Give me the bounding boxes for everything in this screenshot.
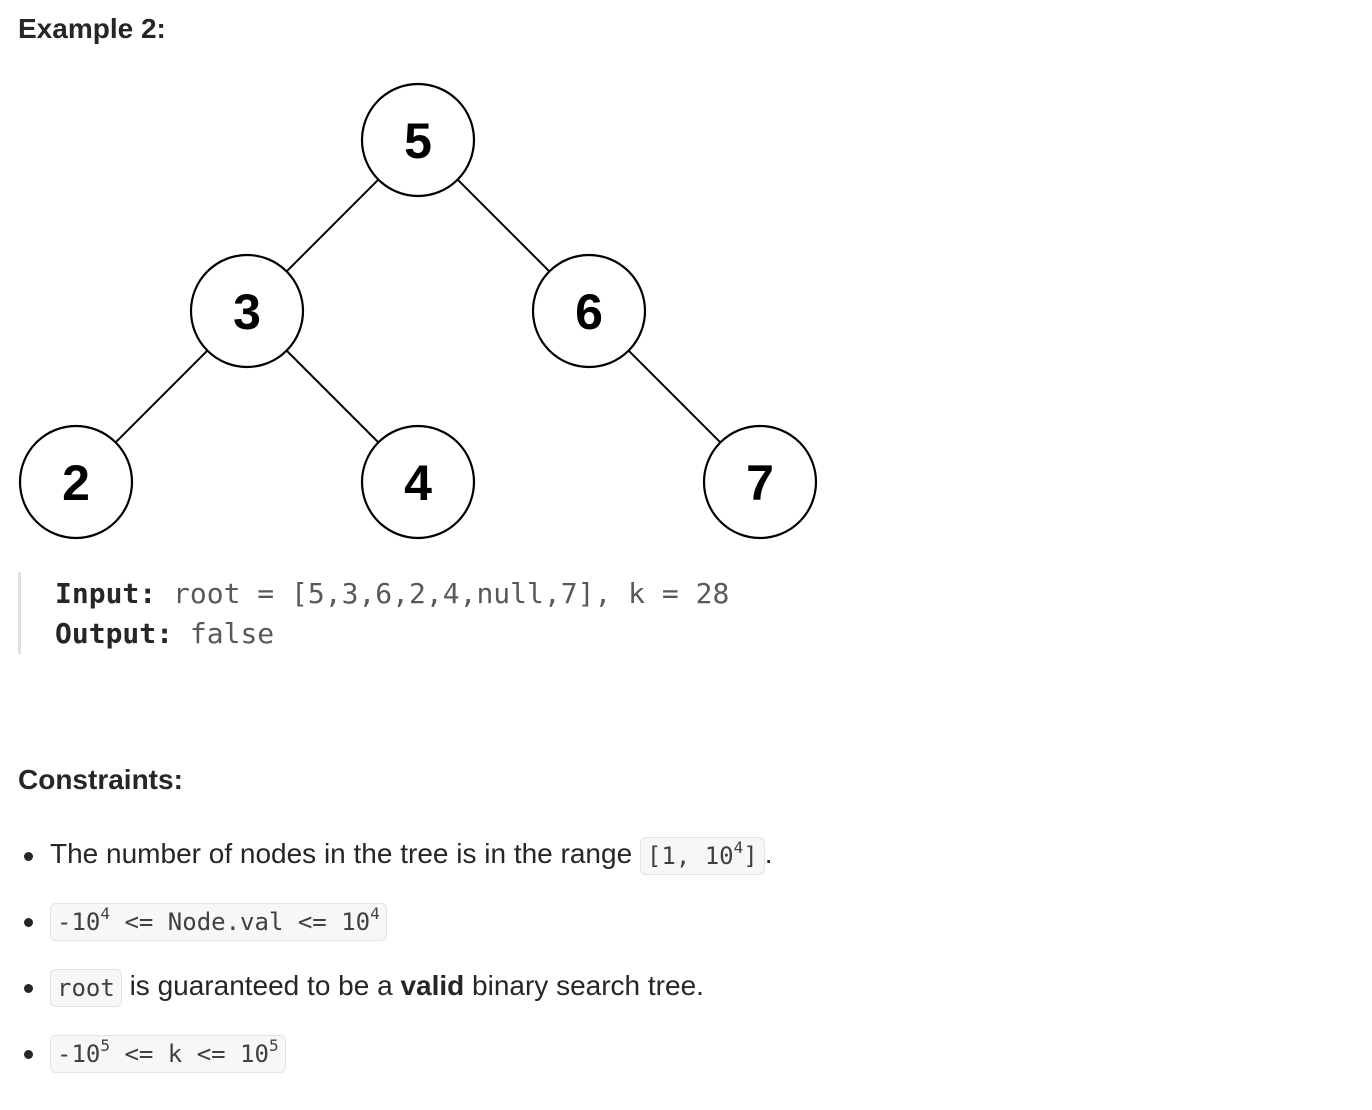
tree-node-circle (360, 82, 476, 198)
input-line: Input: root = [5,3,6,2,4,null,7], k = 28 (55, 574, 918, 614)
tree-node-circle (189, 253, 305, 369)
tree-edge-n5-n6 (456, 178, 551, 273)
tree-node-7: 7 (702, 424, 818, 540)
constraint-suffix: . (764, 838, 773, 869)
tree-node-label: 7 (746, 455, 774, 511)
bullet-icon (24, 918, 33, 927)
tree-node-3: 3 (189, 253, 305, 369)
output-value: false (189, 617, 275, 650)
example-heading: Example 2: (18, 13, 166, 44)
output-label: Output: (55, 617, 174, 650)
constraint-text: is guaranteed to be a (121, 970, 401, 1001)
constraint-node-val: -104 <= Node.val <= 104 (0, 896, 773, 962)
output-line: Output: false (55, 614, 918, 654)
tree-node-label: 2 (62, 455, 90, 511)
tree-edge-n3-n4 (285, 349, 380, 444)
tree-edge-n3-n2 (114, 349, 209, 444)
tree-node-2: 2 (18, 424, 134, 540)
tree-node-label: 3 (233, 284, 261, 340)
tree-node-circle (18, 424, 134, 540)
constraints-list: The number of nodes in the tree is in th… (0, 830, 773, 1094)
bullet-icon (24, 1050, 33, 1059)
tree-edge-n6-n7 (627, 349, 722, 444)
input-value: root = [5,3,6,2,4,null,7], k = 28 (173, 577, 730, 610)
valid-bold: valid (400, 970, 465, 1001)
constraint-k-range: -105 <= k <= 105 (0, 1028, 773, 1094)
range-code: [1, 104] (639, 836, 765, 875)
tree-node-4: 4 (360, 424, 476, 540)
tree-node-circle (702, 424, 818, 540)
tree-node-label: 5 (404, 113, 432, 169)
example-io-block: Input: root = [5,3,6,2,4,null,7], k = 28… (18, 572, 918, 654)
binary-tree-diagram: 5 3 6 2 4 7 (18, 82, 818, 540)
tree-node-6: 6 (531, 253, 647, 369)
tree-node-circle (360, 424, 476, 540)
k-range-code: -105 <= k <= 105 (50, 1034, 286, 1073)
tree-node-5: 5 (360, 82, 476, 198)
bullet-icon (24, 852, 33, 861)
tree-node-label: 4 (404, 455, 432, 511)
constraint-node-count: The number of nodes in the tree is in th… (0, 830, 773, 896)
bullet-icon (24, 984, 33, 993)
root-code: root (50, 968, 122, 1007)
constraint-valid-bst: root is guaranteed to be a valid binary … (0, 962, 773, 1028)
tree-node-label: 6 (575, 284, 603, 340)
tree-edge-n5-n3 (285, 178, 380, 273)
input-label: Input: (55, 577, 157, 610)
node-val-code: -104 <= Node.val <= 104 (50, 902, 387, 941)
constraint-text: The number of nodes in the tree is in th… (50, 838, 633, 869)
tree-node-circle (531, 253, 647, 369)
constraint-text-end: binary search tree. (464, 970, 704, 1001)
constraints-heading: Constraints: (18, 764, 183, 795)
